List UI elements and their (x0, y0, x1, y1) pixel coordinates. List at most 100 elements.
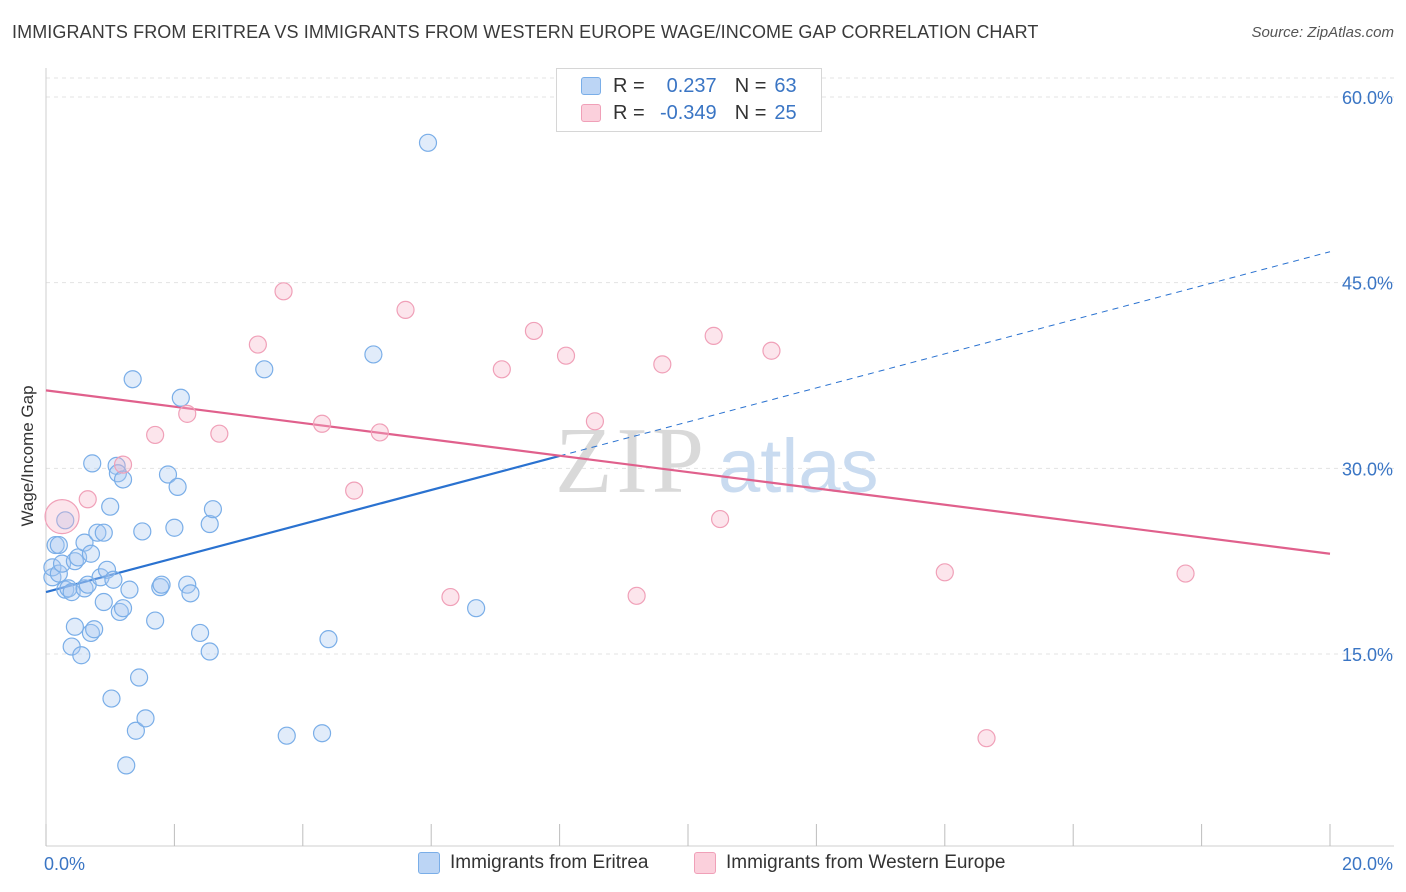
point-western-europe (524, 321, 544, 341)
point-eritrea (94, 592, 113, 612)
legend-r-label: R = (613, 101, 645, 124)
point-western-europe (1176, 564, 1195, 583)
point-eritrea (85, 620, 104, 639)
trend-lines (45, 251, 1331, 594)
legend-n-value: 25 (774, 101, 797, 124)
point-eritrea (152, 575, 171, 594)
point-eritrea (312, 724, 332, 743)
point-eritrea (49, 535, 68, 555)
bottom-legend-eritrea: Immigrants from Eritrea (418, 852, 648, 874)
point-western-europe (178, 404, 197, 423)
y-axis-label: Wage/Income Gap (18, 385, 37, 526)
point-western-europe (585, 412, 605, 431)
legend-swatch-eritrea (581, 77, 601, 95)
point-eritrea (203, 500, 223, 519)
chart-title: IMMIGRANTS FROM ERITREA VS IMMIGRANTS FR… (12, 22, 1039, 42)
x-tick-labels: 0.0% 20.0% (44, 854, 1393, 874)
point-western-europe (653, 355, 672, 374)
point-eritrea (101, 497, 120, 516)
legend-n-label: N = (734, 101, 767, 124)
point-western-europe (627, 586, 646, 605)
point-western-europe (248, 335, 267, 354)
point-eritrea (200, 514, 219, 534)
point-western-europe (44, 499, 80, 535)
point-eritrea (126, 721, 145, 740)
point-eritrea (165, 518, 184, 537)
point-eritrea (255, 360, 274, 379)
point-eritrea (72, 646, 91, 665)
legend-r-label: R = (613, 74, 645, 97)
point-eritrea (65, 617, 84, 636)
point-western-europe (556, 346, 576, 365)
point-eritrea (120, 580, 139, 599)
point-eritrea (129, 668, 149, 687)
trend-line-western-europe (45, 389, 1331, 555)
point-eritrea (146, 611, 165, 630)
point-eritrea (133, 522, 152, 541)
point-western-europe (274, 282, 293, 301)
legend-row-western-europe: R = -0.349 N = 25 (581, 100, 797, 126)
point-western-europe (113, 455, 133, 474)
data-points (43, 133, 1195, 775)
axes (45, 68, 1394, 847)
y-tick-label: 30.0% (1342, 459, 1393, 479)
point-eritrea (94, 523, 113, 542)
point-eritrea (49, 564, 68, 583)
watermark-atlas: atlas (718, 424, 879, 509)
point-eritrea (75, 533, 94, 552)
source-label: Source: ZipAtlas.com (1251, 24, 1394, 41)
point-eritrea (123, 370, 142, 389)
y-tick-label: 45.0% (1342, 274, 1393, 294)
point-western-europe (78, 490, 97, 509)
point-eritrea (158, 465, 178, 484)
point-eritrea (104, 570, 123, 589)
point-eritrea (117, 756, 136, 775)
legend-n-value: 63 (774, 74, 797, 97)
bottom-legend-swatch-eritrea (418, 852, 440, 874)
point-eritrea (168, 477, 187, 496)
point-western-europe (312, 414, 332, 433)
point-eritrea (83, 454, 102, 473)
point-eritrea (181, 584, 200, 603)
point-western-europe (492, 360, 511, 379)
point-western-europe (345, 481, 364, 500)
y-tick-label: 60.0% (1342, 88, 1393, 108)
point-eritrea (113, 599, 133, 618)
legend-swatch-western-europe (581, 104, 601, 122)
legend-row-eritrea: R = 0.237 N = 63 (581, 73, 797, 99)
point-eritrea (200, 642, 219, 661)
point-western-europe (704, 326, 723, 345)
y-tick-label: 15.0% (1342, 645, 1393, 665)
point-eritrea (97, 560, 117, 579)
watermark-zip: ZIP (555, 409, 708, 513)
point-western-europe (710, 509, 730, 529)
point-eritrea (88, 523, 107, 542)
legend-r-value: -0.349 (659, 101, 717, 124)
y-tick-labels: 15.0% 30.0% 45.0% 60.0% (1342, 88, 1393, 665)
bottom-legend-label-eritrea: Immigrants from Eritrea (450, 852, 649, 873)
point-eritrea (171, 388, 190, 407)
point-eritrea (418, 133, 438, 152)
trend-line-eritrea-extension (559, 251, 1331, 457)
point-western-europe (396, 300, 415, 319)
bottom-legend-swatch-western-europe (694, 852, 716, 874)
point-western-europe (146, 425, 165, 445)
point-eritrea (136, 709, 155, 728)
point-western-europe (441, 587, 460, 607)
point-eritrea (319, 630, 338, 649)
bottom-legend-label-western-europe: Immigrants from Western Europe (726, 852, 1006, 873)
point-eritrea (102, 689, 121, 708)
trend-line-eritrea (45, 454, 560, 594)
bottom-legend-western-europe: Immigrants from Western Europe (694, 852, 1005, 874)
x-tick-label: 20.0% (1342, 854, 1393, 874)
legend-r-value: 0.237 (666, 74, 717, 97)
point-western-europe (370, 423, 389, 442)
point-eritrea (56, 511, 75, 530)
point-eritrea (364, 345, 383, 364)
point-eritrea (467, 599, 486, 618)
point-eritrea (81, 544, 101, 563)
legend-n-label: N = (734, 74, 767, 97)
point-eritrea (190, 623, 210, 643)
point-western-europe (762, 341, 781, 360)
